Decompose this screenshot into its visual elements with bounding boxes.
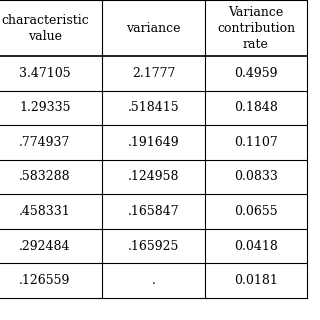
- Text: 3.47105: 3.47105: [19, 67, 71, 80]
- Text: 0.0181: 0.0181: [234, 274, 278, 287]
- Text: 1.29335: 1.29335: [19, 101, 70, 114]
- Text: 0.4959: 0.4959: [234, 67, 278, 80]
- Text: .292484: .292484: [19, 240, 70, 252]
- Text: .458331: .458331: [19, 205, 71, 218]
- Text: 0.1848: 0.1848: [234, 101, 278, 114]
- Text: characteristic
value: characteristic value: [1, 13, 89, 43]
- Text: .165925: .165925: [128, 240, 179, 252]
- Text: .774937: .774937: [19, 136, 70, 149]
- Text: .: .: [152, 274, 156, 287]
- Text: 0.0833: 0.0833: [234, 171, 278, 183]
- Text: .124958: .124958: [128, 171, 179, 183]
- Text: 2.1777: 2.1777: [132, 67, 175, 80]
- Text: .165847: .165847: [128, 205, 180, 218]
- Text: .191649: .191649: [128, 136, 180, 149]
- Text: variance: variance: [126, 21, 181, 35]
- Text: .518415: .518415: [128, 101, 180, 114]
- Text: 0.1107: 0.1107: [234, 136, 278, 149]
- Text: Variance
contribution
rate: Variance contribution rate: [217, 5, 295, 51]
- Text: .583288: .583288: [19, 171, 71, 183]
- Text: .126559: .126559: [19, 274, 70, 287]
- Text: 0.0418: 0.0418: [234, 240, 278, 252]
- Text: 0.0655: 0.0655: [234, 205, 278, 218]
